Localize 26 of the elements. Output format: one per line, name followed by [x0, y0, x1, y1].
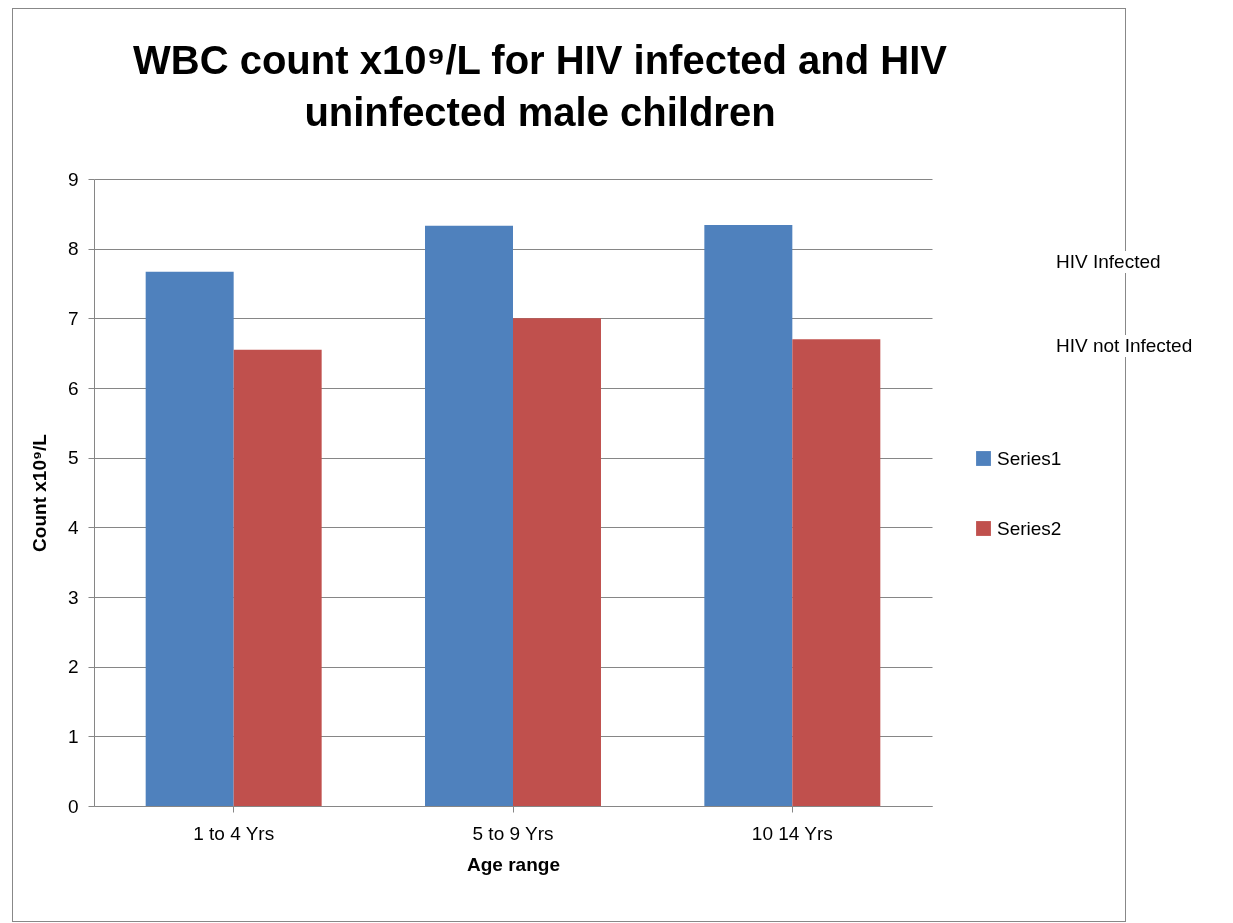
y-tick-label: 5: [67, 447, 79, 469]
y-tick-label: 8: [67, 238, 79, 260]
text: HIV not Infected: [1056, 335, 1193, 357]
chart-title: WBC count x10⁹/L for HIV infected and HIV uninfected male children: [132, 37, 948, 136]
bar: [704, 224, 793, 806]
bar: [145, 271, 234, 806]
y-tick-label: 7: [67, 307, 79, 329]
y-tick-label: 2: [67, 656, 79, 678]
bar: [792, 339, 881, 806]
bar: [513, 318, 601, 806]
y-axis-title: Count x10⁹/L: [28, 433, 50, 552]
x-tick-label: 10 14 Yrs: [751, 822, 833, 844]
bar: [425, 225, 513, 806]
y-tick-label: 9: [67, 168, 79, 190]
bar: [233, 349, 322, 806]
x-axis-title: Age range: [467, 853, 560, 875]
y-tick-label: 1: [67, 725, 79, 747]
y-tick-label: 0: [67, 795, 79, 817]
y-tick-label: 3: [67, 586, 79, 608]
y-tick-label: 6: [67, 377, 79, 399]
x-tick-label: 1 to 4 Yrs: [193, 822, 275, 844]
legend-label: Series2: [997, 517, 1062, 539]
text: HIV Infected: [1056, 251, 1161, 273]
legend-label: Series1: [997, 447, 1062, 469]
x-tick-label: 5 to 9 Yrs: [472, 822, 554, 844]
y-tick-label: 4: [67, 516, 79, 538]
